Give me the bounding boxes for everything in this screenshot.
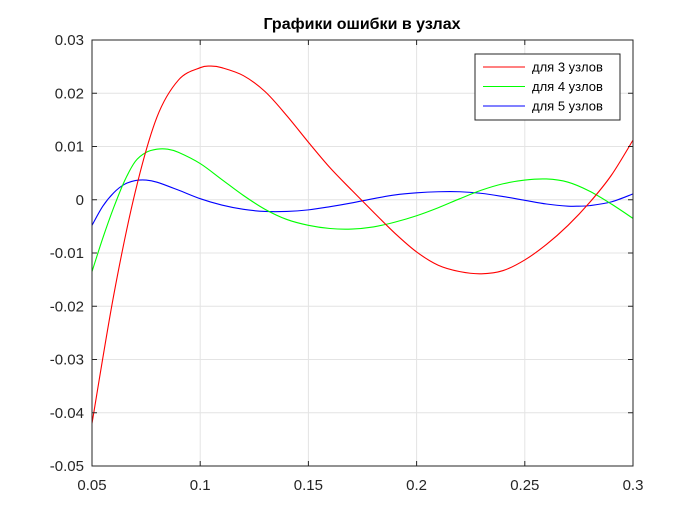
y-tick-label: 0.02 <box>55 85 84 102</box>
y-tick-label: -0.05 <box>50 458 84 475</box>
y-tick-label: -0.01 <box>50 245 84 262</box>
legend-label: для 4 узлов <box>532 79 603 94</box>
y-tick-label: -0.02 <box>50 298 84 315</box>
tick-labels: 0.05 0.1 0.15 0.2 0.25 0.3 0.03 0.02 0.01 0 -0.01 -… <box>50 32 644 494</box>
legend-label: для 3 узлов <box>532 60 603 75</box>
x-tick-label: 0.05 <box>77 477 106 494</box>
x-tick-label: 0.2 <box>406 477 427 494</box>
tick-marks <box>91 39 634 467</box>
y-tick-label: 0 <box>76 192 84 209</box>
x-tick-label: 0.15 <box>294 477 323 494</box>
y-tick-label: 0.03 <box>55 32 84 49</box>
x-tick-label: 0.3 <box>623 477 644 494</box>
y-tick-label: -0.04 <box>50 405 84 422</box>
series-layer <box>91 65 634 424</box>
legend: для 3 узлов для 4 узлов для 5 узлов <box>474 53 621 121</box>
x-tick-label: 0.25 <box>510 477 539 494</box>
chart-title: Графики ошибки в узлах <box>263 16 460 33</box>
x-tick-label: 0.1 <box>190 477 211 494</box>
y-tick-label: 0.01 <box>55 139 84 156</box>
series-line-1 <box>91 65 634 424</box>
series-line-3 <box>91 179 634 226</box>
legend-label: для 5 узлов <box>532 99 603 114</box>
y-tick-label: -0.03 <box>50 352 84 369</box>
